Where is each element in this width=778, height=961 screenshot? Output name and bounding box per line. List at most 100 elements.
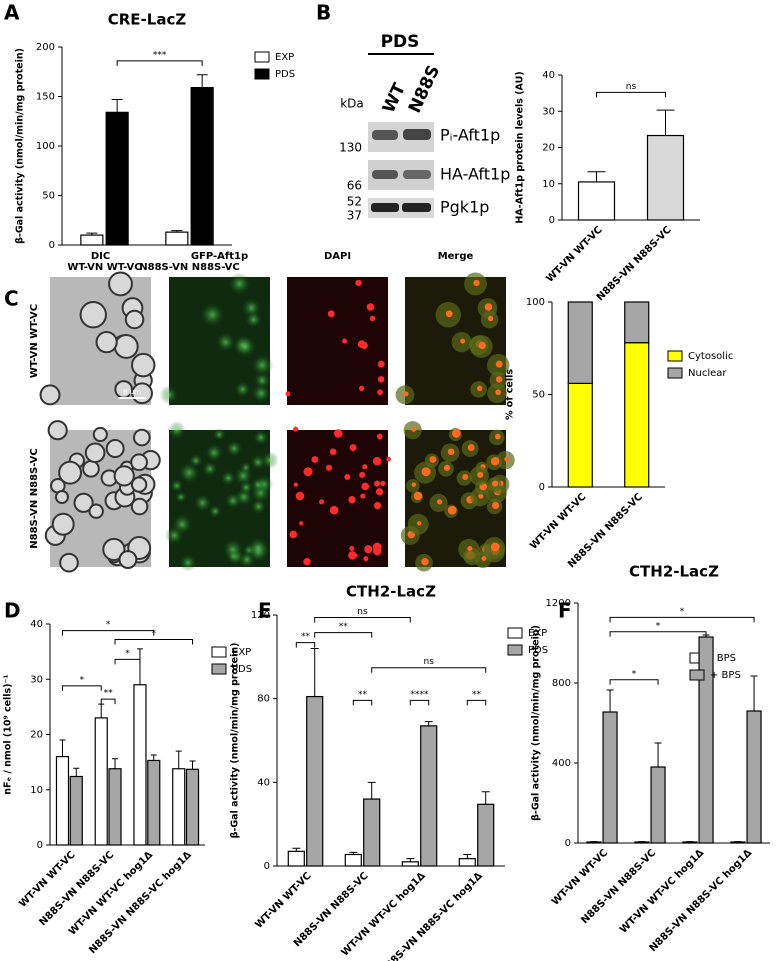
y-tick-label: 100 (526, 297, 545, 308)
error-bar (73, 767, 80, 777)
cell-glow (171, 513, 193, 535)
row-label: WT-VN WT-VC (29, 304, 40, 378)
y-tick-label: 50 (42, 191, 55, 202)
nucleus (372, 456, 382, 466)
error-bar (587, 171, 606, 182)
nucleus (311, 456, 319, 463)
nucleus (495, 389, 501, 396)
significance-bracket (295, 642, 316, 648)
legend-label: EXP (232, 647, 251, 658)
significance-label: * (106, 620, 111, 630)
significance-bracket (466, 699, 487, 706)
nucleus (437, 499, 443, 505)
legend-label: PDS (275, 69, 295, 80)
cell (92, 426, 108, 443)
error-bar (750, 675, 758, 711)
significance-bracket (114, 638, 194, 645)
y-tick-label: 0 (49, 240, 55, 251)
y-tick-label: 0 (539, 482, 545, 493)
nucleus (360, 493, 366, 499)
bar (287, 850, 305, 867)
y-tick-label: 200 (36, 42, 55, 53)
cell (73, 492, 94, 513)
nucleus (342, 338, 348, 344)
cell (82, 460, 100, 478)
bar (746, 710, 762, 844)
nucleus (417, 521, 422, 526)
chart-title: CTH2-LacZ (346, 583, 436, 601)
micrograph (287, 430, 388, 567)
cell-glow (222, 538, 244, 561)
legend-label: Nuclear (688, 368, 727, 379)
bar (567, 301, 593, 385)
significance-bracket (609, 616, 755, 623)
legend-label: EXP (275, 52, 294, 63)
bar (108, 768, 122, 846)
error-bar (86, 232, 98, 236)
bar (344, 853, 362, 867)
band-label: Pᵢ-Aft1p (440, 126, 500, 145)
nucleus (377, 376, 385, 383)
y-tick-label: 0 (565, 838, 571, 849)
error-bar (112, 758, 119, 769)
cell-glow (179, 553, 197, 572)
blot-band (371, 203, 399, 212)
error-bar (59, 739, 66, 757)
nucleus (476, 385, 483, 392)
legend-label: Cytosolic (688, 351, 733, 362)
bar (147, 759, 161, 846)
y-tick-label: 800 (552, 678, 571, 689)
y-tick-label: 10 (542, 179, 555, 190)
nucleus (361, 482, 370, 491)
cell-glow (252, 429, 269, 446)
blot-band (372, 170, 398, 179)
significance-label: *** (153, 50, 167, 60)
y-tick-label: 10 (30, 785, 43, 796)
cell (113, 465, 135, 487)
nucleus (411, 426, 417, 432)
significance-bracket (61, 685, 102, 691)
y-tick-label: 40 (257, 777, 270, 788)
y-tick-label: 80 (257, 694, 270, 705)
cell (58, 460, 82, 485)
blot-band (403, 170, 431, 179)
legend-label: EXP (528, 628, 547, 639)
bar (458, 858, 476, 867)
cell (88, 503, 104, 519)
nucleus (360, 341, 368, 350)
significance-bracket (100, 698, 116, 705)
bar (133, 684, 147, 846)
bar (306, 695, 324, 867)
error-bar (310, 647, 319, 697)
cell-glow (250, 477, 266, 492)
bar (634, 841, 650, 844)
nucleus (403, 391, 409, 397)
panel-label: E (258, 599, 272, 623)
cell-glow (234, 381, 251, 398)
error-bar (424, 721, 433, 726)
cell-glow (250, 454, 266, 471)
y-tick-label: 1200 (546, 598, 571, 609)
bar (420, 725, 438, 867)
cell-glow (199, 302, 225, 328)
cell (51, 512, 75, 536)
significance-label: * (656, 621, 661, 631)
cell (79, 301, 107, 329)
nucleus (359, 471, 366, 478)
y-axis-label: β-Gal activity (nmol/min/mg protein) (230, 643, 241, 839)
bar (94, 717, 108, 846)
panel-label: C (4, 287, 19, 311)
nucleus (364, 545, 373, 554)
nucleus (344, 474, 351, 481)
y-tick-label: 0 (37, 840, 43, 851)
cell-glow (244, 310, 263, 329)
significance-label: ** (472, 690, 482, 700)
cell (132, 428, 151, 447)
nucleus (452, 429, 461, 438)
error-bar (98, 703, 105, 718)
cell (105, 439, 125, 459)
nucleus (348, 551, 357, 560)
legend-swatch (689, 669, 705, 681)
cell-glow (212, 427, 226, 442)
